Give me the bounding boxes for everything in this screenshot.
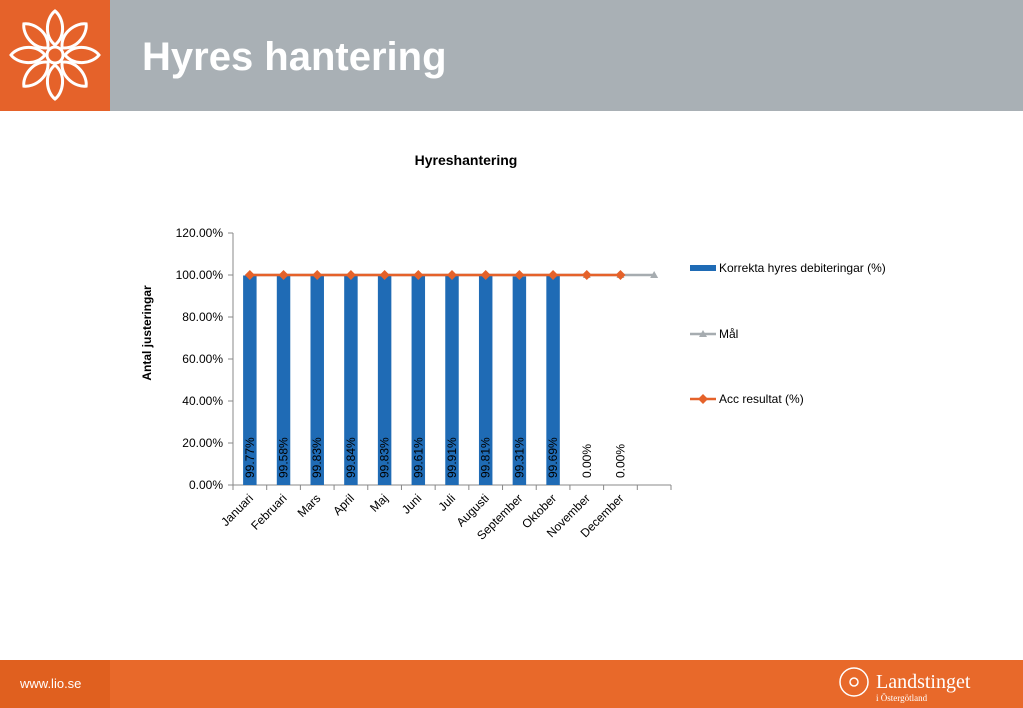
marker — [447, 270, 457, 280]
footer-bar — [0, 660, 1023, 708]
page-title: Hyres hantering — [142, 35, 447, 79]
legend-marker — [698, 394, 708, 404]
x-tick-label: Juli — [435, 491, 458, 514]
value-label: 99.83% — [378, 437, 392, 478]
value-label: 99.81% — [479, 437, 493, 478]
logo-flower — [9, 9, 101, 101]
legend-swatch — [690, 265, 716, 271]
value-label: 99.58% — [277, 437, 291, 478]
x-tick-label: Juni — [399, 491, 424, 516]
bar — [512, 276, 527, 485]
marker — [278, 270, 289, 280]
marker — [615, 270, 626, 280]
value-label: 99.69% — [546, 437, 560, 478]
legend-marker — [699, 330, 707, 337]
value-label: 99.61% — [411, 437, 425, 478]
bar — [478, 275, 493, 485]
value-label: 99.91% — [445, 437, 459, 478]
bar — [377, 275, 392, 485]
footer-logo-region: i Östergötland — [876, 693, 928, 703]
marker — [581, 270, 592, 280]
y-tick-label: 0.00% — [189, 478, 223, 492]
y-tick-label: 80.00% — [182, 310, 223, 324]
legend-label: Mål — [719, 327, 739, 341]
value-label: 99.84% — [344, 437, 358, 478]
y-axis-label: Antal justeringar — [140, 285, 154, 381]
marker — [244, 270, 255, 280]
bar — [411, 275, 426, 485]
bar — [344, 275, 358, 485]
x-tick-label: April — [330, 491, 357, 518]
bar — [243, 275, 257, 485]
marker — [650, 271, 659, 278]
legend-label: Acc resultat (%) — [719, 392, 804, 406]
value-label: 99.77% — [243, 437, 257, 478]
value-label: 99.83% — [310, 437, 324, 478]
marker — [480, 270, 491, 280]
marker — [312, 270, 323, 280]
legend-label: Korrekta hyres debiteringar (%) — [719, 261, 886, 275]
value-label: 0.00% — [580, 444, 594, 478]
chart-title: Hyreshantering — [415, 152, 518, 168]
y-tick-label: 40.00% — [182, 394, 223, 408]
marker — [548, 270, 559, 280]
y-tick-label: 120.00% — [176, 226, 224, 240]
footer-logo — [839, 667, 869, 697]
bar — [276, 275, 291, 485]
x-tick-label: Maj — [367, 491, 391, 515]
footer-logo-name: Landstinget — [876, 671, 971, 693]
bar — [546, 275, 560, 485]
y-tick-label: 100.00% — [176, 268, 224, 282]
logo-box — [0, 0, 110, 111]
y-tick-label: 20.00% — [182, 436, 223, 450]
value-label: 0.00% — [613, 444, 627, 478]
marker — [413, 270, 424, 280]
marker — [345, 270, 356, 280]
bar — [310, 275, 324, 485]
marker — [514, 270, 525, 280]
bar — [445, 275, 459, 485]
marker — [379, 270, 390, 280]
header-bar — [0, 0, 1023, 111]
x-tick-label: Mars — [295, 491, 324, 520]
value-label: 99.31% — [512, 437, 526, 478]
footer-url: www.lio.se — [19, 676, 81, 691]
footer-left — [0, 660, 110, 708]
y-tick-label: 60.00% — [182, 352, 223, 366]
x-tick-label: Februari — [248, 491, 289, 532]
